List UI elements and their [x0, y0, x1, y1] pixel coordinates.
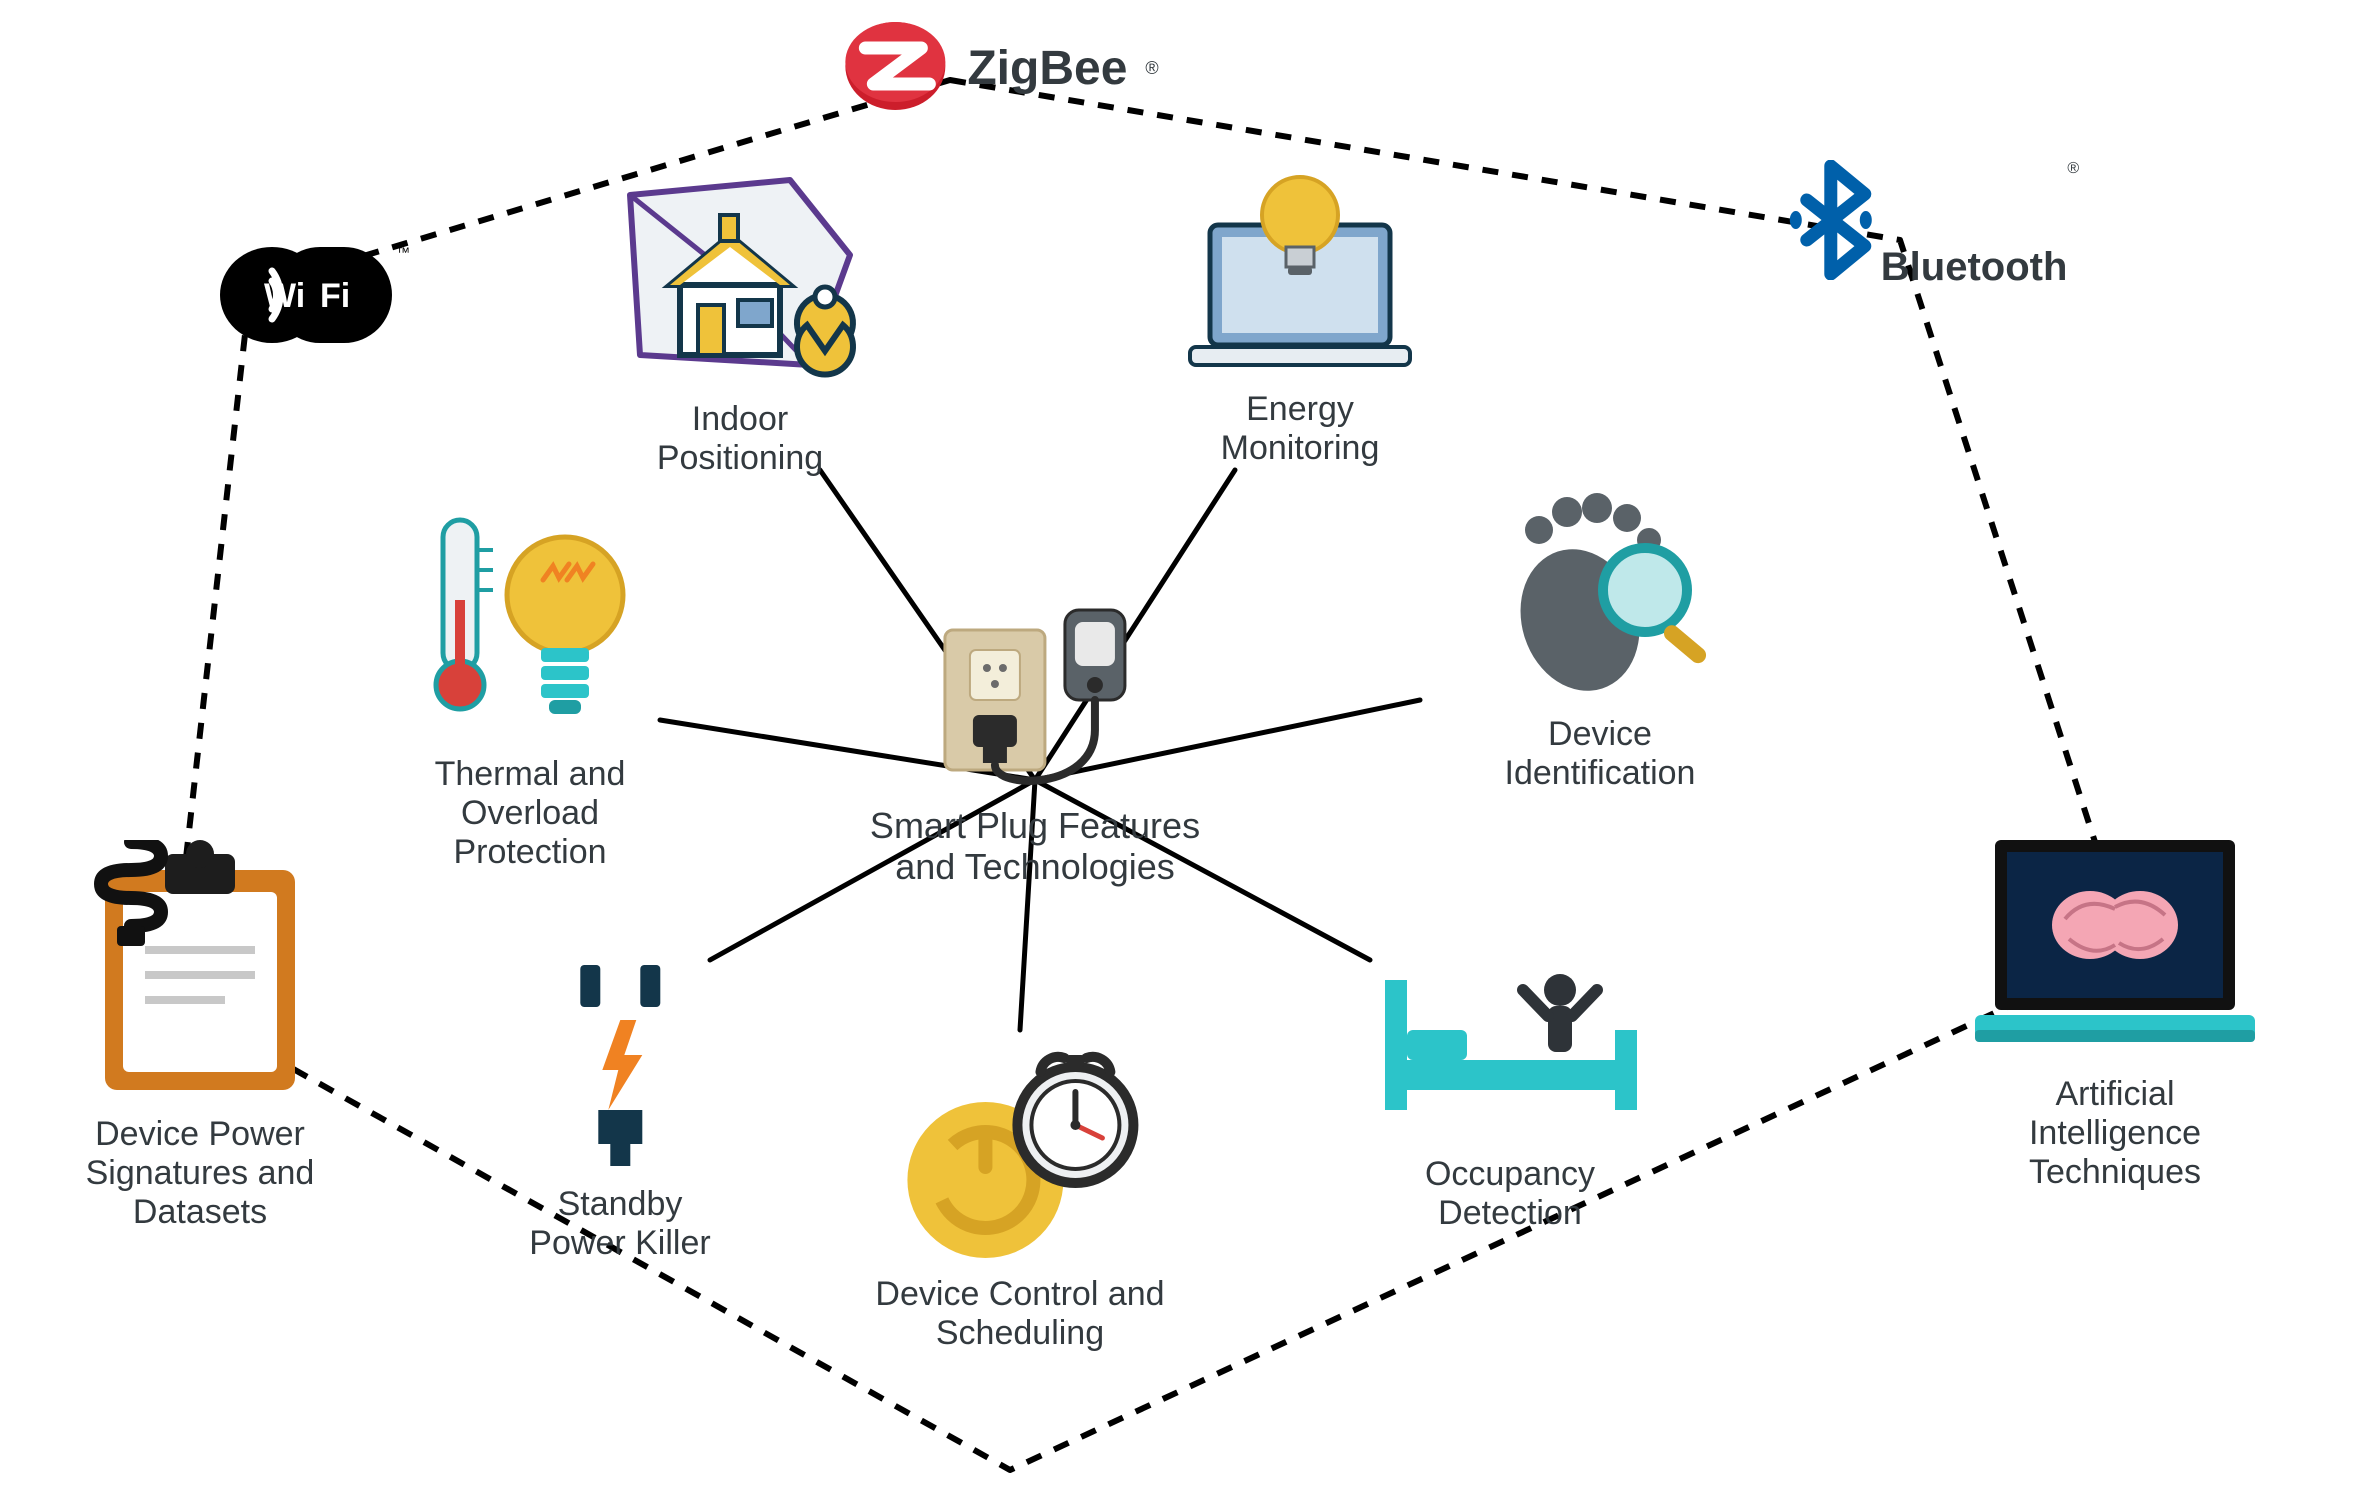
standby-power-killer-label: Standby Power Killer	[529, 1185, 710, 1263]
zigbee-icon	[841, 18, 949, 119]
node-device-control-scheduling: Device Control and Scheduling	[875, 1040, 1164, 1353]
energy-monitoring-icon	[1170, 165, 1430, 380]
node-energy-monitoring: Energy Monitoring	[1170, 165, 1430, 468]
indoor-positioning-label: Indoor Positioning	[610, 400, 870, 478]
node-bluetooth: Bluetooth®	[1781, 160, 2079, 290]
zigbee-label: ZigBee	[967, 41, 1127, 96]
center-icon	[915, 590, 1155, 795]
node-ai-techniques: Artificial Intelligence Techniques	[1965, 830, 2265, 1192]
thermal-overload-protection-label: Thermal and Overload Protection	[415, 755, 645, 872]
node-thermal-overload-protection: Thermal and Overload Protection	[415, 510, 645, 872]
ai-techniques-icon	[1965, 830, 2265, 1065]
indoor-positioning-icon	[610, 165, 870, 390]
node-wifi: Wi Fi ™	[220, 235, 420, 360]
node-indoor-positioning: Indoor Positioning	[610, 165, 870, 478]
device-power-signatures-icon	[85, 840, 315, 1105]
node-occupancy-detection: Occupancy Detection	[1375, 950, 1645, 1233]
center-label: Smart Plug Features and Technologies	[870, 805, 1200, 888]
device-identification-icon	[1485, 470, 1715, 705]
ai-techniques-label: Artificial Intelligence Techniques	[1965, 1075, 2265, 1192]
svg-text:™: ™	[396, 244, 410, 260]
node-device-power-signatures: Device Power Signatures and Datasets	[85, 840, 315, 1232]
node-device-identification: Device Identification	[1485, 470, 1715, 793]
node-zigbee: ZigBee®	[841, 18, 1158, 119]
svg-text:Fi: Fi	[320, 277, 350, 315]
device-control-scheduling-label: Device Control and Scheduling	[875, 1275, 1164, 1353]
node-center: Smart Plug Features and Technologies	[870, 590, 1200, 888]
wifi-icon: Wi Fi ™	[220, 235, 420, 360]
node-standby-power-killer: Standby Power Killer	[529, 960, 710, 1263]
bluetooth-icon	[1781, 160, 1881, 285]
occupancy-detection-label: Occupancy Detection	[1375, 1155, 1645, 1233]
occupancy-detection-icon	[1375, 950, 1645, 1145]
thermal-overload-protection-icon	[415, 510, 645, 745]
bluetooth-label: Bluetooth	[1881, 245, 2068, 289]
standby-power-killer-icon	[550, 960, 690, 1175]
diagram-stage: Smart Plug Features and Technologies Ind…	[0, 0, 2361, 1500]
device-identification-label: Device Identification	[1485, 715, 1715, 793]
device-control-scheduling-icon	[890, 1040, 1150, 1265]
energy-monitoring-label: Energy Monitoring	[1170, 390, 1430, 468]
device-power-signatures-label: Device Power Signatures and Datasets	[85, 1115, 315, 1232]
